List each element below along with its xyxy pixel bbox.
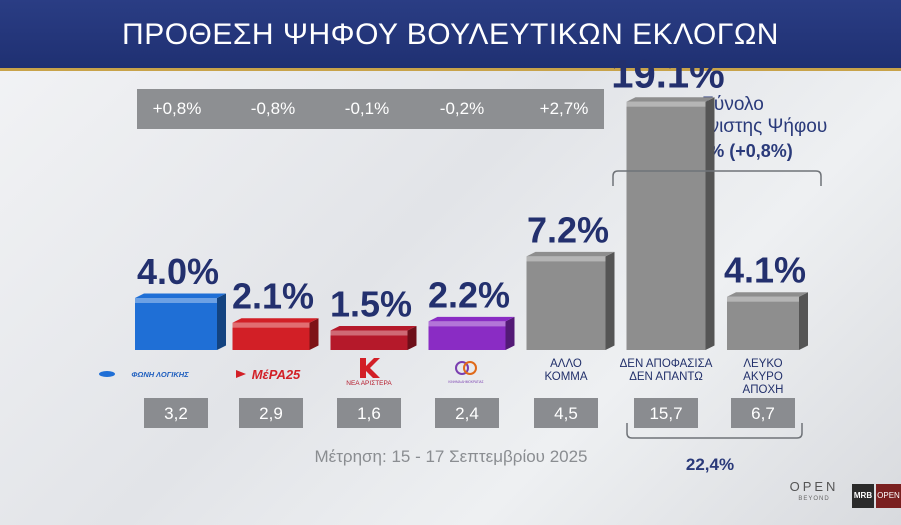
bar-side	[799, 292, 808, 350]
change-value: +0,8%	[152, 99, 202, 118]
data-label: 2.1%	[232, 276, 314, 317]
category-label: ΔΕΝ ΑΠΑΝΤΩ	[629, 371, 703, 383]
party-logo-wordmark: ΝΕΑ ΑΡΙΣΤΕΡΑ	[346, 380, 392, 387]
previous-value: 6,7	[751, 404, 775, 423]
previous-value: 4,5	[554, 404, 578, 423]
channel-logo: OPEN	[876, 484, 901, 508]
summary-line-1: Σύνολο	[702, 94, 764, 115]
bar	[727, 296, 799, 350]
bar-highlight	[727, 296, 799, 302]
party-logo-mark	[455, 361, 469, 375]
data-label: 19.1%	[611, 53, 724, 97]
bar	[526, 256, 606, 350]
change-value: -0,8%	[250, 99, 296, 118]
party-logo-mark	[463, 361, 477, 375]
data-label: 1.5%	[330, 284, 412, 325]
bar-top	[135, 293, 226, 298]
change-value: -0,2%	[439, 99, 485, 118]
party-logo-wordmark: ΚΙΝΗΜΑ ΔΗΜΟΚΡΑΤΙΑΣ	[448, 380, 483, 384]
data-label: 4.0%	[137, 251, 219, 292]
change-value: -0,1%	[344, 99, 390, 118]
bar	[135, 298, 217, 350]
party-logo-wordmark: ΜέΡΑ25	[252, 367, 301, 382]
category-label: ΛΕΥΚΟ	[743, 358, 782, 370]
bar-top	[526, 251, 615, 257]
bar-side	[309, 318, 319, 350]
bar-highlight	[135, 298, 217, 303]
bar-side	[505, 316, 515, 350]
previous-value-box	[435, 398, 499, 428]
bar	[232, 322, 310, 350]
open-logo-subtitle: BEYOND	[798, 496, 830, 502]
measurement-date: Μέτρηση: 15 - 17 Σεπτεμβρίου 2025	[314, 447, 587, 466]
category-label: ΚΟΜΜΑ	[544, 371, 587, 383]
previous-value: 3,2	[164, 404, 188, 423]
category-label: ΑΠΟΧΗ	[743, 384, 784, 396]
bar-side	[705, 97, 715, 350]
previous-value: 2,9	[259, 404, 283, 423]
bar-highlight	[232, 322, 310, 328]
change-value: +2,7%	[539, 99, 589, 118]
bar-top	[232, 318, 319, 323]
party-logo-wordmark: ΦΩΝΗ ΛΟΓΙΚΗΣ	[131, 370, 189, 379]
bar-side	[407, 326, 417, 350]
previous-value-box	[144, 398, 208, 428]
data-label: 7.2%	[527, 209, 609, 250]
change-row: +0,8% -0,8% -0,1% -0,2% +2,7%	[137, 89, 604, 129]
data-label: 2.2%	[428, 274, 510, 315]
bar-side	[605, 251, 615, 350]
category-label: ΔΕΝ ΑΠΟΦΑΣΙΣΑ	[620, 358, 713, 370]
previous-value-box	[337, 398, 401, 428]
mrb-logo: MRB	[852, 484, 874, 508]
bar-highlight	[526, 256, 606, 262]
bar-highlight	[626, 101, 706, 107]
previous-value-box	[731, 398, 795, 428]
bar-top	[727, 292, 808, 297]
bar-top	[626, 97, 715, 102]
open-logo: OPEN	[789, 479, 839, 494]
bottom-bracket-label: 22,4%	[686, 455, 734, 474]
data-label: 4.1%	[724, 250, 806, 291]
previous-value-box	[534, 398, 598, 428]
bar-top	[330, 326, 417, 331]
page-title: ΠΡΟΘΕΣΗ ΨΗΦΟΥ ΒΟΥΛΕΥΤΙΚΩΝ ΕΚΛΟΓΩΝ	[122, 18, 779, 51]
bar	[626, 101, 706, 350]
category-label: ΑΚΥΡΟ	[743, 371, 783, 383]
previous-value: 15,7	[649, 404, 682, 423]
top-bracket	[612, 170, 822, 186]
party-logo-mark	[236, 370, 246, 378]
bar-highlight	[428, 321, 506, 327]
party-logo-mark	[99, 371, 115, 377]
bar-top	[428, 316, 515, 322]
bar-highlight	[330, 330, 408, 336]
party-logo-mark	[360, 358, 380, 378]
previous-value: 1,6	[357, 404, 381, 423]
previous-value: 2,4	[455, 404, 479, 423]
bar-side	[217, 293, 226, 350]
previous-value-box	[634, 398, 698, 428]
previous-value-box	[239, 398, 303, 428]
bar	[330, 330, 408, 350]
header-bar: ΠΡΟΘΕΣΗ ΨΗΦΟΥ ΒΟΥΛΕΥΤΙΚΩΝ ΕΚΛΟΓΩΝ	[0, 0, 901, 71]
category-label: ΑΛΛΟ	[550, 358, 582, 370]
bar	[428, 321, 506, 350]
bottom-bracket	[626, 423, 803, 439]
